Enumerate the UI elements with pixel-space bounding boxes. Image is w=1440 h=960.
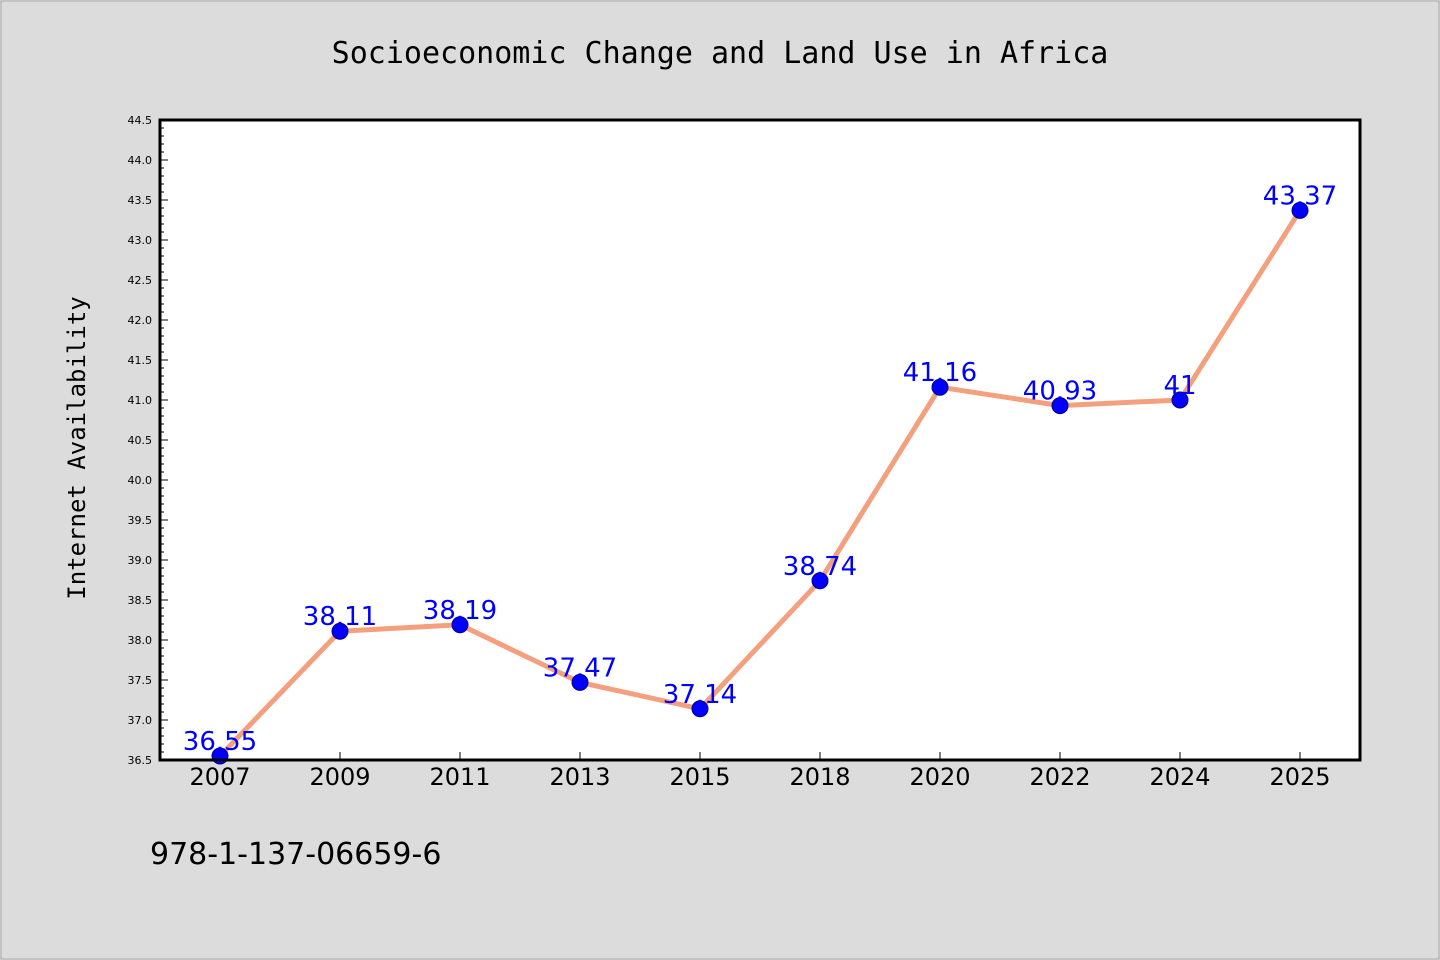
x-tick-label: 2020: [909, 763, 970, 791]
x-tick-label: 2018: [789, 763, 850, 791]
data-label: 40.93: [1023, 377, 1097, 407]
x-axis: 2007 2009 2011 2013 2015 2018 2020 2022 2024 2025: [189, 752, 1331, 791]
y-tick-label: 42.0: [128, 314, 153, 327]
data-point: [331, 622, 349, 640]
x-tick-label: 2007: [189, 763, 250, 791]
plot-frame: [158, 118, 1362, 762]
y-tick-label: 42.5: [128, 274, 153, 287]
y-tick-label: 37.0: [128, 714, 153, 727]
y-tick-label: 44.0: [128, 154, 153, 167]
x-tick-label: 2013: [549, 763, 610, 791]
y-axis: 36.5 37.0 37.5 38.0 38.5 39.0 39.5 40.0 40.5 41.0…: [128, 114, 168, 767]
data-label: 38.11: [303, 602, 377, 632]
x-tick-label: 2022: [1029, 763, 1090, 791]
y-tick-label: 39.5: [128, 514, 153, 527]
y-tick-label: 38.0: [128, 634, 153, 647]
series-line: [217, 207, 1303, 759]
data-point: [1051, 397, 1069, 415]
y-tick-label: 36.5: [128, 754, 153, 767]
y-axis-label: Internet Availability: [63, 296, 91, 599]
data-label: 41.16: [903, 358, 977, 388]
y-tick-label: 40.0: [128, 474, 153, 487]
y-tick-label: 40.5: [128, 434, 153, 447]
data-label: 43.37: [1263, 181, 1337, 211]
data-point: [1171, 391, 1189, 409]
x-tick-label: 2009: [309, 763, 370, 791]
plot-area: [160, 120, 1360, 760]
data-point: [571, 673, 589, 691]
x-tick-label: 2025: [1269, 763, 1330, 791]
data-label: 38.74: [783, 552, 857, 582]
data-label: 36.55: [183, 727, 257, 757]
y-tick-label: 38.5: [128, 594, 153, 607]
y-tick-label: 41.5: [128, 354, 153, 367]
data-point: [1291, 201, 1309, 219]
footer-isbn: 978-1-137-06659-6: [150, 837, 441, 872]
x-tick-label: 2015: [669, 763, 730, 791]
data-label: 37.14: [663, 680, 737, 710]
data-label: 41: [1163, 371, 1196, 401]
data-point: [811, 572, 829, 590]
y-tick-label: 43.0: [128, 234, 153, 247]
data-point: [691, 700, 709, 718]
y-tick-label: 43.5: [128, 194, 153, 207]
data-point: [451, 616, 469, 634]
data-label: 38.19: [423, 596, 497, 626]
chart-title: Socioeconomic Change and Land Use in Afr…: [332, 36, 1109, 71]
y-tick-label: 41.0: [128, 394, 153, 407]
y-tick-label: 37.5: [128, 674, 153, 687]
data-label: 37.47: [543, 653, 617, 683]
y-tick-label: 44.5: [128, 114, 153, 127]
y-tick-label: 39.0: [128, 554, 153, 567]
x-tick-label: 2011: [429, 763, 490, 791]
x-tick-label: 2024: [1149, 763, 1210, 791]
series-layer: 36.55 38.11 38.19 37.47 37.14 38.74 41.16 40.93…: [183, 181, 1337, 765]
data-point: [931, 378, 949, 396]
